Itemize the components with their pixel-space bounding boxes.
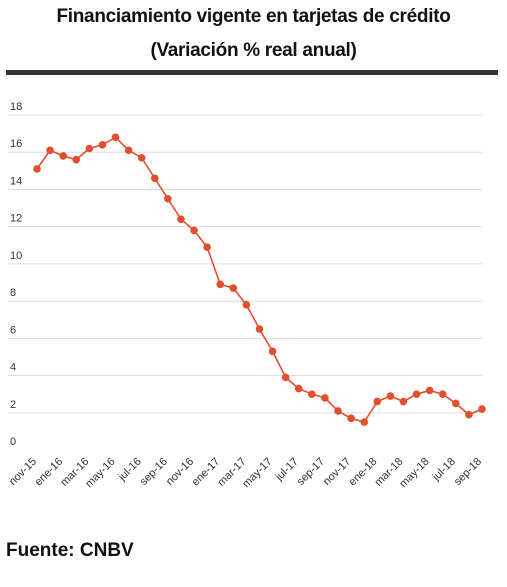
data-point-ene-17 [216,280,225,289]
data-point-dic-15 [46,146,54,155]
data-point-jun-17 [281,373,290,382]
x-tick-label-may-17: may-17 [240,456,274,490]
data-point-nov-15 [33,165,41,173]
y-tick-label-14: 14 [10,175,22,187]
x-tick-label-nov-15: nov-15 [7,456,39,488]
title-divider [6,70,498,75]
x-tick-label-nov-17: nov-17 [321,456,353,488]
data-point-sep-16 [164,194,172,203]
data-point-jun-18 [438,390,447,398]
x-tick-label-sep-16: sep-16 [138,456,170,488]
y-tick-label-10: 10 [10,250,22,262]
data-points [33,133,486,426]
x-tick-label-nov-16: nov-16 [164,456,196,488]
y-tick-label-0: 0 [10,436,16,448]
series-line [36,136,483,424]
x-tick-label-sep-17: sep-17 [295,456,327,488]
data-point-dic-17 [360,418,369,426]
x-axis-ticks: nov-15ene-16mar-16may-16jul-16sep-16nov-… [7,456,484,490]
y-tick-label-18: 18 [10,101,22,113]
data-point-sep-17 [321,394,329,402]
data-point-may-18 [425,386,434,395]
data-point-mar-16 [85,144,94,153]
x-tick-label-sep-18: sep-18 [452,456,484,488]
line-chart: 0 2 4 6 8 10 12 14 16 18 nov-15ene-16mar-16may-16… [7,101,486,490]
chart-title-line2: (Variación % real anual) [150,40,357,61]
data-point-sep-18 [478,405,486,413]
data-point-jul-18 [452,399,460,408]
data-point-abr-17 [255,325,264,333]
data-point-jun-16 [124,146,133,155]
x-tick-label-may-18: may-18 [397,456,431,490]
data-point-abr-18 [412,390,421,398]
chart-title-line1: Financiamiento vigente en tarjetas de cr… [56,6,451,27]
data-point-feb-18 [386,392,395,400]
data-point-nov-16 [190,226,198,235]
data-point-dic-16 [203,243,211,251]
data-point-mar-18 [399,397,408,406]
source-note: Fuente: CNBV [6,540,134,561]
data-point-mar-17 [242,301,251,309]
data-point-feb-17 [229,284,238,292]
y-axis-ticks: 0 2 4 6 8 10 12 14 16 18 [10,101,22,448]
grid-lines [8,114,482,414]
y-tick-label-8: 8 [10,287,16,299]
y-tick-label-16: 16 [10,138,22,150]
series-line-group [36,136,483,424]
data-point-oct-17 [334,407,342,415]
data-point-nov-17 [347,414,355,423]
data-point-jul-17 [294,384,303,393]
y-tick-label-12: 12 [10,213,22,225]
x-tick-label-may-16: may-16 [83,456,117,490]
data-point-may-16 [111,133,120,142]
data-point-oct-16 [177,215,185,224]
data-point-ene-18 [373,397,382,406]
data-point-ago-18 [465,410,473,419]
data-point-may-17 [268,347,277,356]
data-point-abr-16 [98,140,107,149]
data-point-jul-16 [137,154,146,162]
y-tick-label-2: 2 [10,399,16,411]
y-tick-label-4: 4 [10,362,16,374]
y-tick-label-6: 6 [10,324,16,336]
data-point-ago-17 [308,390,316,398]
data-point-ago-16 [150,174,159,183]
data-point-ene-16 [59,152,67,160]
data-point-feb-16 [72,155,81,164]
